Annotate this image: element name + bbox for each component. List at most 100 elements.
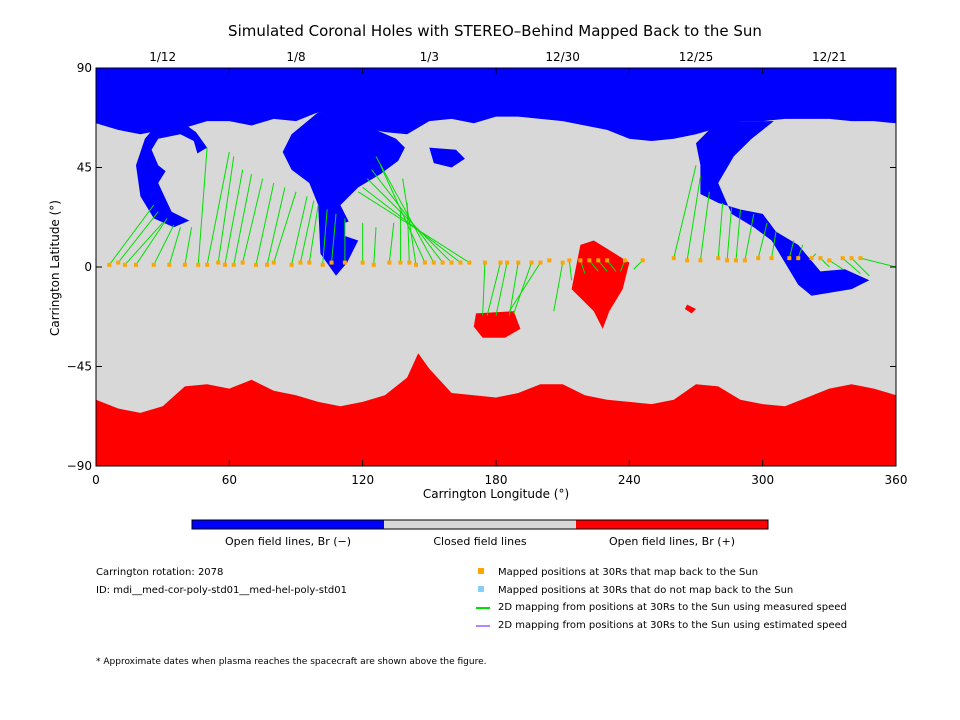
mapped-point bbox=[698, 258, 703, 263]
mapping-line bbox=[224, 169, 244, 265]
model-id-text: ID: mdi__med-cor-poly-std01__med-hel-pol… bbox=[96, 585, 347, 596]
mapped-point bbox=[640, 258, 645, 263]
mapping-line bbox=[299, 200, 315, 263]
mapped-point bbox=[734, 258, 738, 263]
date-tick-label: 1/12 bbox=[149, 50, 176, 64]
mapped-point bbox=[849, 256, 854, 261]
mapped-point bbox=[205, 262, 210, 267]
mapped-point bbox=[431, 260, 436, 265]
closed-field-island bbox=[742, 154, 779, 172]
legend-swatch-unmapped bbox=[478, 586, 484, 592]
mapping-line bbox=[375, 156, 435, 263]
mapped-point bbox=[298, 260, 303, 265]
mapped-point bbox=[827, 258, 832, 263]
colorbar-label: Open field lines, Br (+) bbox=[609, 535, 735, 548]
mapping-line bbox=[842, 257, 861, 275]
mapped-point bbox=[289, 262, 294, 267]
mapping-line bbox=[197, 147, 208, 265]
mapping-line bbox=[686, 176, 701, 261]
mapped-point bbox=[605, 258, 610, 263]
mapped-point bbox=[587, 258, 592, 263]
x-tick-label: 180 bbox=[485, 473, 508, 487]
mapped-point bbox=[787, 256, 792, 261]
mapped-point bbox=[538, 260, 543, 265]
colorbar-frame bbox=[191, 519, 769, 530]
mapped-point bbox=[482, 260, 487, 265]
mapping-line bbox=[153, 224, 175, 266]
mapping-line bbox=[486, 262, 501, 316]
mapped-point bbox=[307, 260, 312, 265]
mapped-point bbox=[840, 256, 845, 261]
y-tick-label: 90 bbox=[77, 61, 92, 75]
mapping-line bbox=[242, 178, 264, 263]
legend-label-estimated: 2D mapping from positions at 30Rs to the… bbox=[498, 620, 848, 631]
mapping-line bbox=[788, 240, 795, 259]
mapping-line bbox=[508, 262, 541, 312]
mapped-point bbox=[329, 260, 334, 265]
date-tick-label: 12/21 bbox=[812, 50, 847, 64]
mapped-point bbox=[809, 256, 814, 261]
mapped-point bbox=[458, 260, 463, 265]
mapping-line bbox=[673, 165, 697, 259]
mapped-point bbox=[398, 260, 403, 265]
x-tick-label: 120 bbox=[351, 473, 374, 487]
mapping-line bbox=[508, 262, 519, 316]
legend-label-mapped: Mapped positions at 30Rs that map back t… bbox=[498, 567, 759, 578]
date-axis-top: 1/12 1/8 1/3 12/30 12/25 12/21 bbox=[149, 50, 846, 64]
mapping-line bbox=[266, 187, 286, 265]
mapping-line bbox=[482, 262, 486, 316]
mapping-line bbox=[699, 191, 710, 261]
mapping-line bbox=[495, 262, 508, 316]
colorbar-segment bbox=[192, 520, 384, 529]
mapped-point bbox=[858, 256, 863, 261]
date-tick-label: 12/30 bbox=[545, 50, 580, 64]
mapped-point bbox=[516, 260, 521, 265]
mapping-line bbox=[217, 156, 235, 263]
mapping-line bbox=[117, 211, 159, 263]
mapping-line bbox=[717, 202, 724, 259]
mapped-point bbox=[231, 262, 236, 267]
x-axis-label: Carrington Longitude (°) bbox=[423, 487, 569, 501]
mapped-point bbox=[716, 256, 721, 261]
mapping-line bbox=[124, 222, 164, 266]
north-polar-hole bbox=[96, 68, 896, 141]
mapped-point bbox=[596, 258, 601, 263]
mapped-point bbox=[529, 260, 534, 265]
mapping-line bbox=[388, 222, 395, 263]
mapped-point bbox=[182, 262, 187, 267]
mapping-line bbox=[568, 260, 573, 281]
mapping-line bbox=[233, 174, 253, 265]
mapping-line bbox=[362, 187, 461, 263]
closed-field-island bbox=[811, 233, 845, 256]
mapping-line bbox=[108, 204, 155, 266]
mapping-line bbox=[771, 231, 777, 259]
mapping-line bbox=[829, 259, 843, 270]
mapped-point bbox=[578, 258, 583, 263]
mapped-point bbox=[622, 258, 627, 263]
negative-coronal-hole bbox=[696, 121, 870, 296]
x-tick-label: 60 bbox=[222, 473, 237, 487]
mapped-point bbox=[560, 260, 565, 265]
legend-label-measured: 2D mapping from positions at 30Rs to the… bbox=[498, 602, 847, 613]
mapped-point bbox=[360, 260, 365, 265]
mapped-point bbox=[685, 258, 690, 263]
date-tick-label: 1/8 bbox=[286, 50, 305, 64]
mapped-point bbox=[222, 262, 227, 267]
mapped-point bbox=[116, 260, 121, 265]
y-tick-label: −45 bbox=[67, 360, 92, 374]
mapping-line bbox=[255, 182, 275, 265]
mapping-line bbox=[331, 213, 337, 263]
carrington-rotation-text: Carrington rotation: 2078 bbox=[96, 567, 224, 578]
y-tick-label: 0 bbox=[84, 260, 92, 274]
mapped-point bbox=[342, 260, 347, 265]
positive-coronal-hole bbox=[684, 304, 696, 314]
colorbar-label: Closed field lines bbox=[433, 535, 527, 548]
mapping-line bbox=[513, 262, 533, 314]
mapping-line bbox=[744, 213, 755, 261]
mapping-line bbox=[206, 151, 230, 265]
negative-coronal-hole bbox=[429, 147, 465, 168]
x-tick-label: 300 bbox=[751, 473, 774, 487]
y-axis-label: Carrington Latitude (°) bbox=[48, 200, 62, 336]
date-tick-label: 12/25 bbox=[679, 50, 714, 64]
axes: 0 60 120 180 240 300 360 −90 −45 0 45 90 bbox=[67, 61, 908, 487]
